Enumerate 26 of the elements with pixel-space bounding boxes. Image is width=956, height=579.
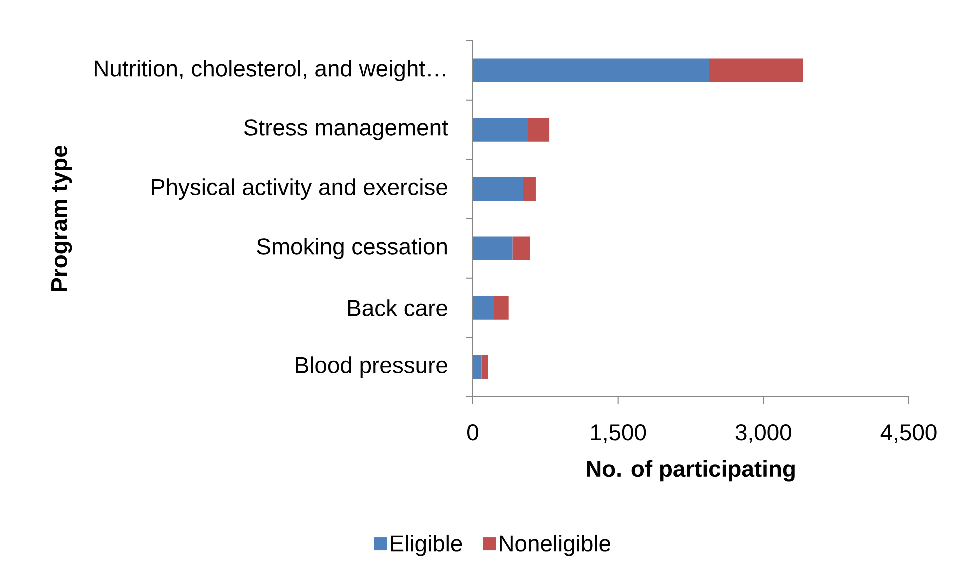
x-tick-label: 0 (468, 424, 478, 441)
y-tick-label: Back care (348, 300, 448, 316)
bar (473, 58, 710, 83)
legend-label: Eligible (391, 534, 462, 556)
x-tick-label: 4,500 (880, 424, 937, 444)
bar (494, 296, 509, 320)
y-tick-label: Stress management (244, 120, 448, 140)
y-tick-label: Smoking cessation (257, 238, 447, 260)
y-tick-label: Blood pressure (296, 356, 448, 378)
bar (512, 236, 530, 261)
y-tick-label: Physical activity and exercise (152, 178, 448, 200)
x-tick-label: 3,000 (736, 424, 792, 444)
bar (473, 118, 528, 142)
bar (523, 177, 536, 202)
legend-label: Noneligible (500, 534, 610, 556)
x-axis-title: No. of participating (587, 460, 795, 482)
y-axis-title: Program type (52, 146, 72, 292)
bar (473, 177, 524, 202)
bar (482, 355, 489, 380)
bar (473, 236, 513, 261)
bar (528, 118, 550, 142)
y-tick-label: Nutrition, cholesterol, and weight… (95, 60, 446, 82)
bar (709, 58, 804, 83)
x-tick-label: 1,500 (591, 424, 646, 444)
bar (473, 355, 482, 380)
bar (473, 296, 494, 320)
